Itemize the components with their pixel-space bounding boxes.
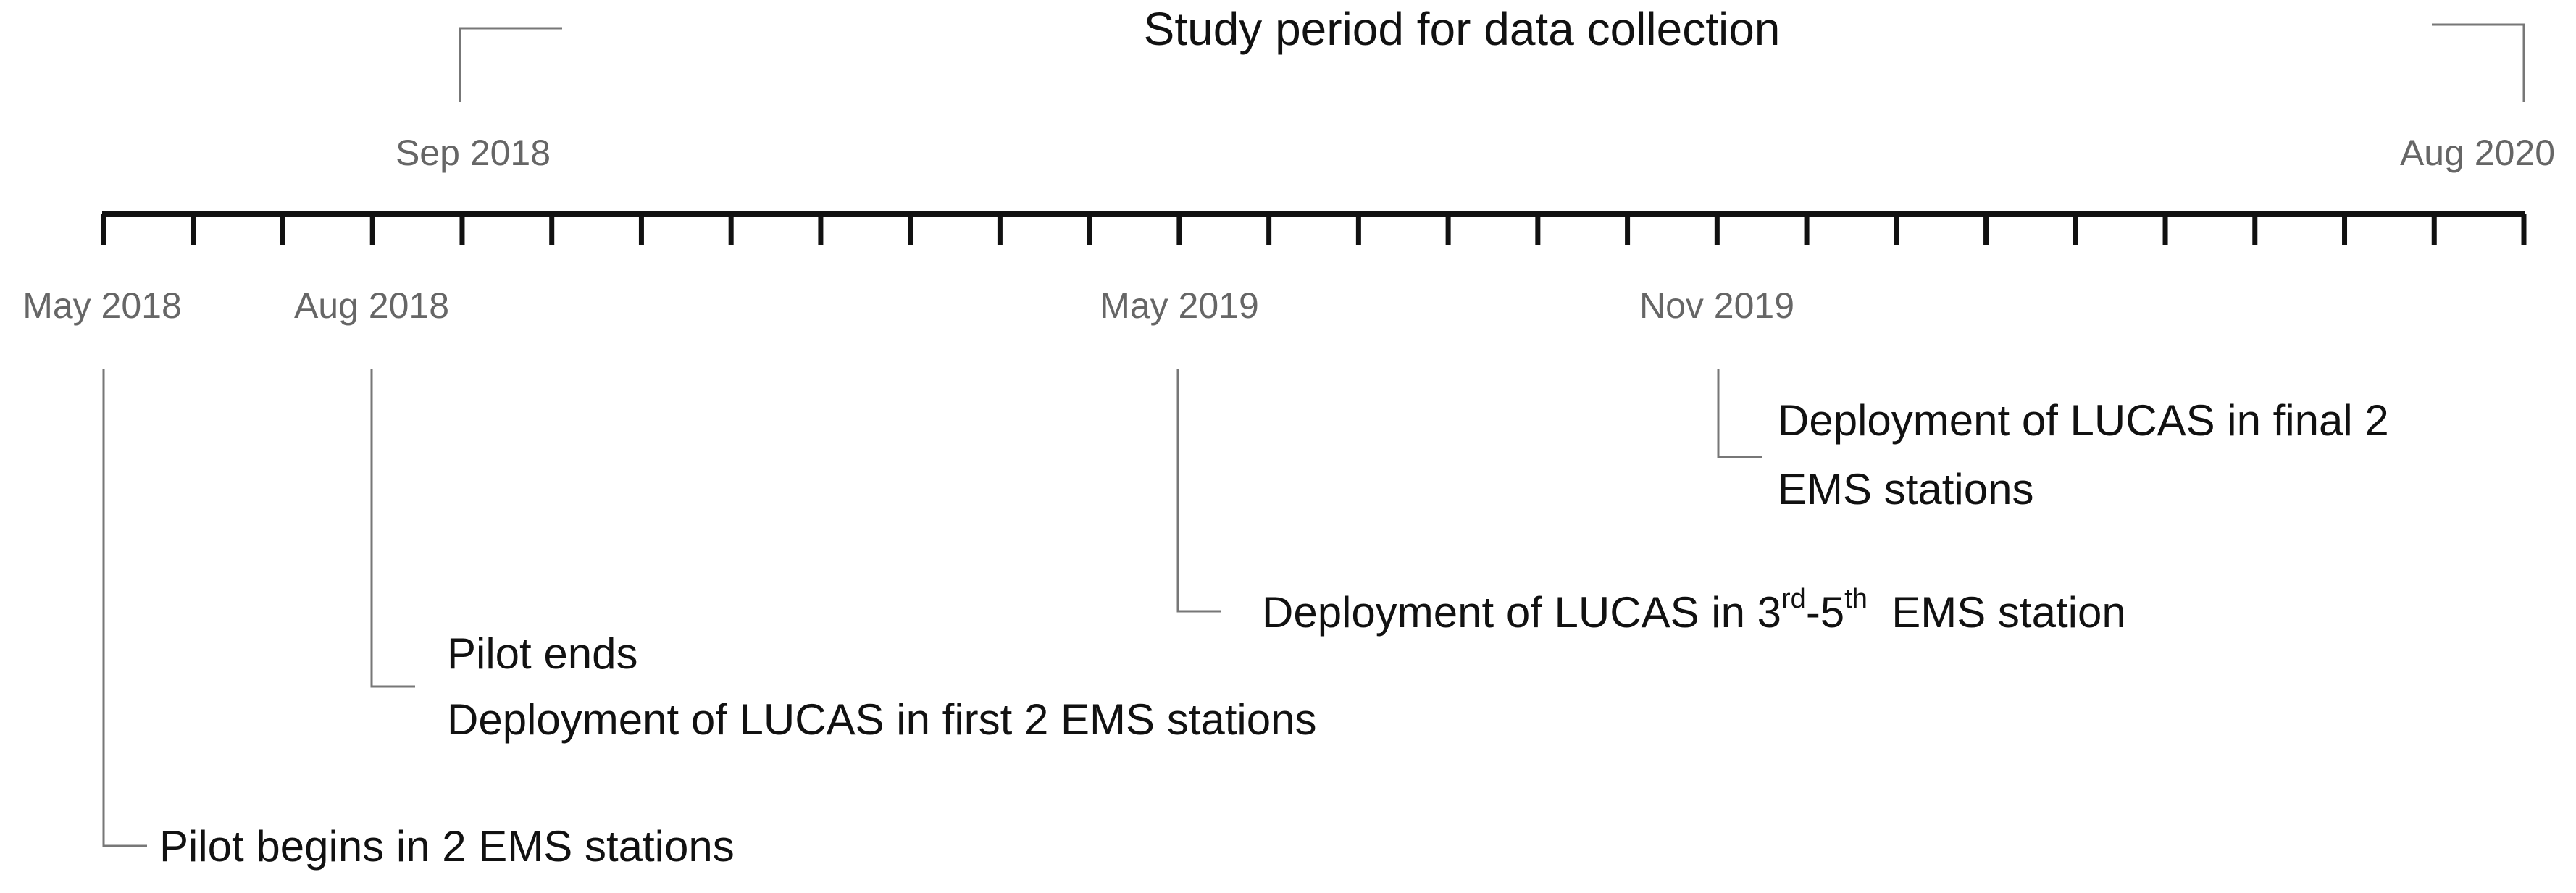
superscript: th: [1844, 584, 1868, 614]
event-text: Pilot ends: [447, 629, 638, 678]
date-label: Aug 2018: [294, 285, 449, 326]
event-connector: [102, 369, 147, 847]
event-text: EMS stations: [1778, 465, 2033, 513]
period-end: Aug 2020: [2400, 133, 2555, 173]
text-segment: -5: [1806, 588, 1844, 637]
text-segment: EMS station: [1868, 588, 2126, 637]
period-bracket: [459, 27, 562, 102]
event-connector: [1176, 369, 1221, 613]
date-label: May 2018: [22, 285, 182, 326]
period-start: Sep 2018: [396, 133, 551, 173]
date-label: May 2019: [1100, 285, 1259, 326]
text-segment: Deployment of LUCAS in 3: [1262, 588, 1781, 637]
superscript: rd: [1781, 584, 1806, 614]
title: Study period for data collection: [1144, 3, 1781, 55]
event-text: Deployment of LUCAS in first 2 EMS stati…: [447, 695, 1316, 744]
event-text: Deployment of LUCAS in 3rd-5th EMS stati…: [1262, 584, 2126, 637]
event-connector: [1717, 369, 1762, 458]
event-connector: [370, 369, 415, 688]
date-label: Nov 2019: [1639, 285, 1794, 326]
event-text: Deployment of LUCAS in final 2: [1778, 396, 2389, 445]
period-bracket: [2432, 23, 2525, 102]
event-text: Pilot begins in 2 EMS stations: [159, 822, 735, 871]
